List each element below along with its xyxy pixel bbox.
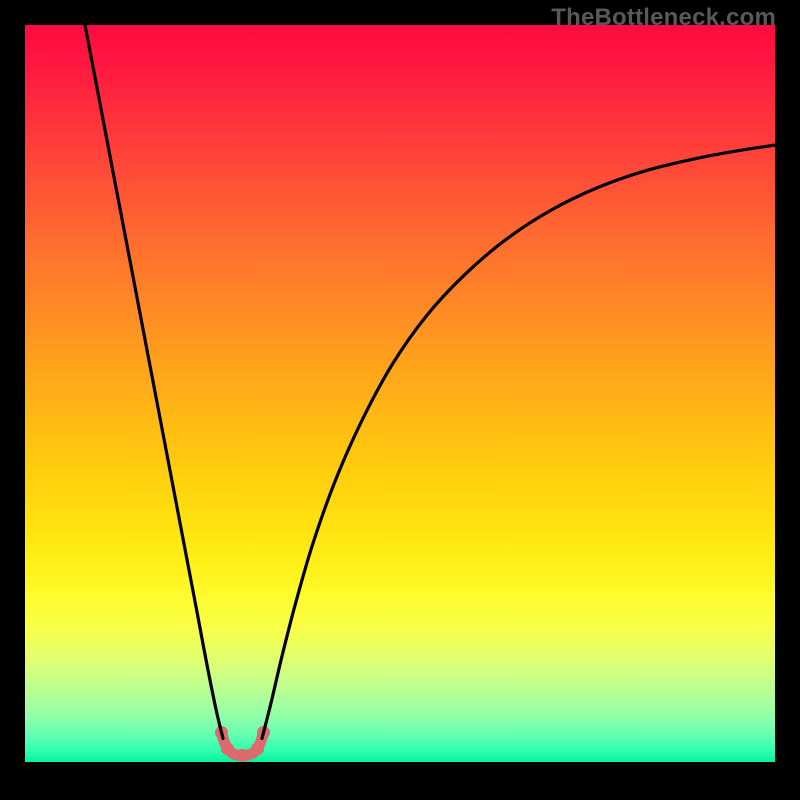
watermark-text: TheBottleneck.com [551,4,776,32]
trough-dot [221,742,234,755]
trough-dot [236,749,249,762]
trough-dot [251,742,264,755]
gradient-background [25,25,775,762]
plot-area [25,25,775,762]
plot-svg [25,25,775,762]
